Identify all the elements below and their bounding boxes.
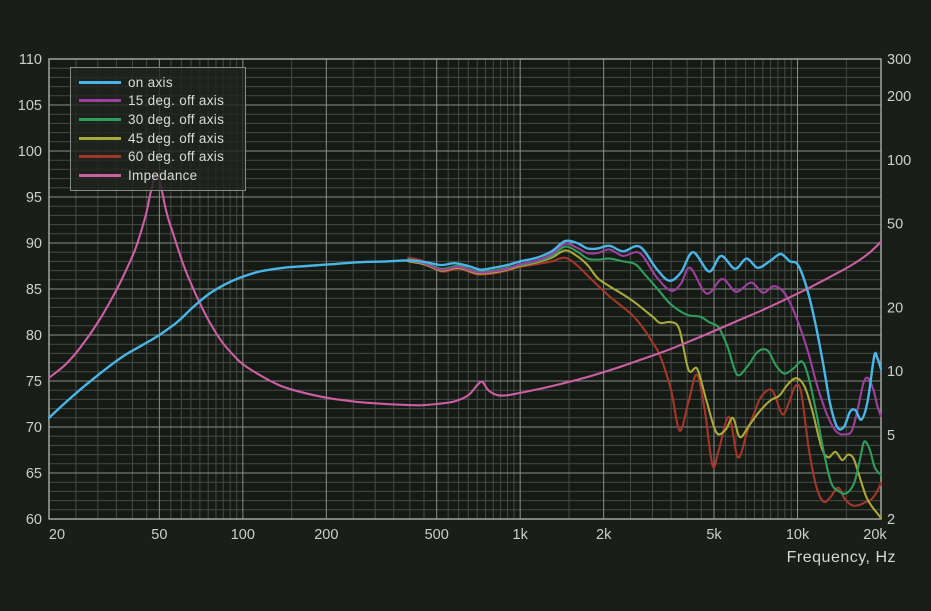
legend-item: 30 deg. off axis — [79, 110, 241, 129]
series-on-axis — [48, 239, 882, 431]
x-tick-label: 20k — [863, 527, 887, 543]
legend-swatch — [79, 155, 121, 159]
x-tick-label: 100 — [231, 527, 255, 543]
left-tick-label: 110 — [19, 52, 42, 68]
x-tick-label: 2k — [596, 527, 612, 543]
curves — [48, 172, 882, 520]
x-tick-label: 1k — [513, 527, 529, 543]
right-tick-label: 300 — [887, 52, 911, 68]
left-tick-label: 70 — [26, 420, 42, 436]
legend-label: on axis — [128, 74, 173, 90]
legend-swatch — [79, 80, 121, 84]
legend-item: 60 deg. off axis — [79, 147, 241, 166]
grid-minor — [49, 59, 881, 519]
x-tick-label: 200 — [314, 527, 338, 543]
right-tick-label: 20 — [887, 301, 903, 317]
right-tick-label: 2 — [887, 512, 895, 528]
legend-item: 45 deg. off axis — [79, 129, 241, 148]
x-axis-label: Frequency, Hz — [786, 549, 896, 566]
right-tick-label: 5 — [887, 428, 895, 444]
right-tick-label: 200 — [887, 89, 911, 105]
legend-swatch — [79, 173, 121, 177]
legend-label: 60 deg. off axis — [128, 149, 225, 165]
left-tick-label: 80 — [26, 328, 42, 344]
plot-border — [48, 58, 882, 520]
x-tick-label: 10k — [786, 527, 810, 543]
legend-swatch — [79, 99, 121, 103]
legend-item: Impedance — [79, 166, 241, 185]
series-60-deg-off-axis — [407, 256, 882, 507]
right-tick-label: 50 — [887, 216, 903, 232]
legend-swatch — [79, 136, 121, 140]
legend-label: Impedance — [128, 167, 198, 183]
legend-label: 30 deg. off axis — [128, 111, 225, 127]
series-15-deg-off-axis — [407, 242, 882, 436]
legend-label: 15 deg. off axis — [128, 93, 225, 109]
x-tick-label: 50 — [151, 527, 167, 543]
x-tick-label: 20 — [49, 527, 65, 543]
legend: on axis 15 deg. off axis 30 deg. off axis 4… — [70, 67, 246, 191]
left-tick-label: 95 — [26, 190, 42, 206]
right-tick-label: 100 — [887, 153, 911, 169]
legend-label: 45 deg. off axis — [128, 130, 225, 146]
left-tick-label: 105 — [18, 98, 42, 114]
legend-item: on axis — [79, 73, 241, 92]
x-tick-label: 500 — [425, 527, 449, 543]
left-tick-label: 60 — [26, 512, 42, 528]
left-tick-label: 65 — [26, 466, 42, 482]
series-impedance — [48, 172, 882, 407]
left-tick-label: 85 — [26, 282, 42, 298]
left-tick-label: 75 — [26, 374, 42, 390]
x-tick-label: 5k — [706, 527, 722, 543]
legend-item: 15 deg. off axis — [79, 92, 241, 111]
legend-swatch — [79, 117, 121, 121]
left-tick-label: 100 — [18, 144, 42, 160]
left-tick-label: 90 — [26, 236, 42, 252]
right-tick-label: 10 — [887, 364, 903, 380]
